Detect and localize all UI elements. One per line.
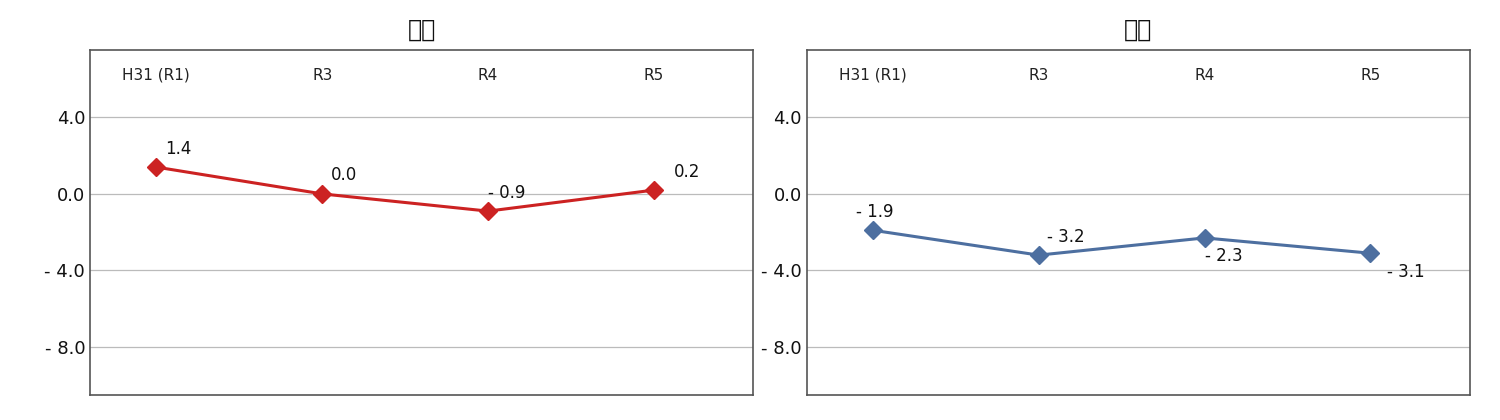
Title: 算数: 算数	[1124, 18, 1152, 42]
Text: R5: R5	[644, 68, 664, 83]
Text: 1.4: 1.4	[165, 139, 190, 158]
Text: H31 (R1): H31 (R1)	[839, 68, 908, 83]
Text: 0.0: 0.0	[330, 166, 357, 184]
Text: - 0.9: - 0.9	[488, 184, 525, 202]
Text: R5: R5	[1360, 68, 1380, 83]
Text: - 1.9: - 1.9	[856, 203, 894, 220]
Text: R3: R3	[312, 68, 333, 83]
Title: 国語: 国語	[408, 18, 436, 42]
Text: R3: R3	[1029, 68, 1048, 83]
Text: - 3.2: - 3.2	[1047, 228, 1084, 246]
Text: 0.2: 0.2	[674, 163, 700, 181]
Text: R4: R4	[1194, 68, 1215, 83]
Text: - 3.1: - 3.1	[1388, 263, 1425, 281]
Text: H31 (R1): H31 (R1)	[123, 68, 190, 83]
Text: R4: R4	[478, 68, 498, 83]
Text: - 2.3: - 2.3	[1204, 247, 1242, 265]
